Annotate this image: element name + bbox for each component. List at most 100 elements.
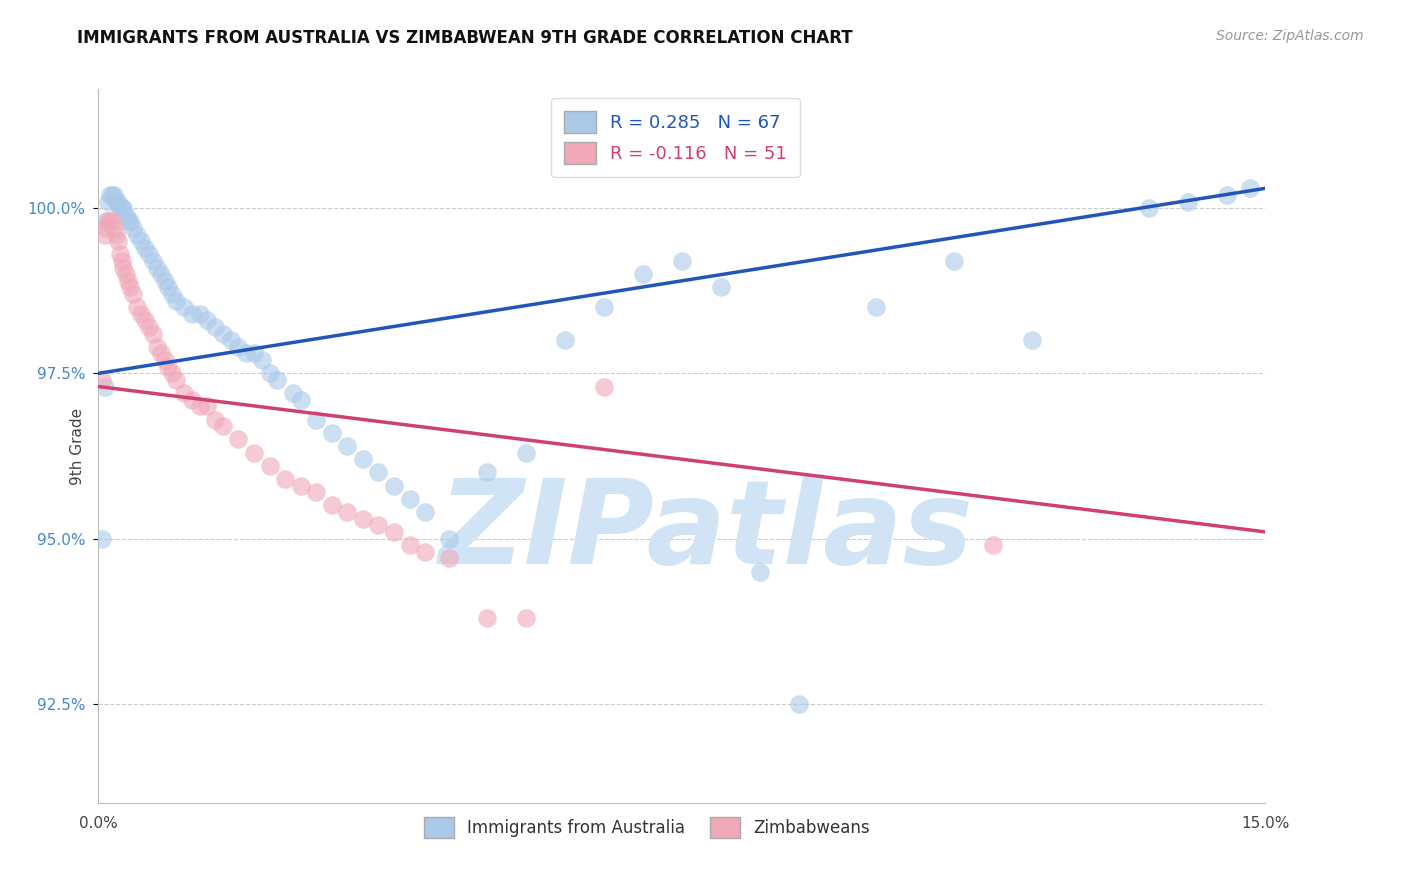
Point (593, 300, 616, 314)
Point (228, 340, 250, 354)
Point (165, 293, 187, 308)
Point (398, 538, 420, 552)
Point (1177, 194, 1199, 209)
Point (134, 241, 156, 255)
Point (157, 359, 180, 374)
Point (554, 333, 576, 347)
Point (96, 221, 118, 235)
Point (710, 280, 733, 294)
Point (290, 478, 312, 492)
Point (382, 524, 405, 539)
Point (127, 300, 149, 314)
Point (98, 188, 121, 202)
Point (146, 260, 169, 275)
Point (243, 346, 266, 360)
Point (336, 439, 359, 453)
Point (173, 300, 195, 314)
Point (212, 326, 235, 341)
Point (515, 445, 537, 459)
Point (111, 201, 134, 215)
Point (1239, 181, 1261, 195)
Point (104, 227, 127, 242)
Point (97, 194, 120, 209)
Point (195, 400, 218, 414)
Point (111, 254, 134, 268)
Point (336, 505, 359, 519)
Point (367, 518, 389, 533)
Point (195, 313, 218, 327)
Point (180, 307, 202, 321)
Point (398, 491, 420, 506)
Point (129, 234, 152, 248)
Point (180, 392, 202, 407)
Point (943, 254, 966, 268)
Point (281, 386, 304, 401)
Point (162, 287, 184, 301)
Point (204, 320, 226, 334)
Point (114, 267, 136, 281)
Point (631, 267, 654, 281)
Point (266, 373, 288, 387)
Point (173, 386, 195, 401)
Point (671, 254, 693, 268)
Point (153, 353, 176, 368)
Point (1137, 201, 1160, 215)
Point (108, 247, 131, 261)
Point (129, 307, 152, 321)
Point (149, 346, 172, 360)
Point (228, 433, 250, 447)
Point (118, 280, 141, 294)
Point (101, 214, 124, 228)
Point (1215, 188, 1237, 202)
Point (290, 392, 312, 407)
Point (101, 188, 124, 202)
Point (127, 227, 149, 242)
Point (138, 247, 160, 261)
Point (107, 234, 129, 248)
Point (1021, 333, 1043, 347)
Point (103, 188, 125, 202)
Point (250, 353, 273, 368)
Point (93, 227, 115, 242)
Y-axis label: 9th Grade: 9th Grade (69, 408, 84, 484)
Legend: Immigrants from Australia, Zimbabweans: Immigrants from Australia, Zimbabweans (418, 811, 877, 845)
Point (162, 367, 184, 381)
Point (146, 340, 169, 354)
Point (112, 201, 135, 215)
Point (219, 333, 242, 347)
Point (138, 320, 160, 334)
Point (477, 466, 499, 480)
Point (134, 313, 156, 327)
Point (787, 697, 810, 711)
Point (122, 287, 145, 301)
Point (243, 445, 266, 459)
Point (114, 208, 136, 222)
Point (981, 538, 1004, 552)
Point (865, 300, 887, 314)
Point (91, 532, 114, 546)
Point (204, 412, 226, 426)
Point (103, 221, 125, 235)
Point (352, 452, 374, 467)
Point (157, 280, 180, 294)
Point (477, 611, 499, 625)
Point (305, 412, 328, 426)
Point (437, 551, 460, 566)
Point (188, 307, 211, 321)
Point (413, 505, 436, 519)
Point (235, 346, 257, 360)
Point (153, 274, 176, 288)
Point (107, 194, 129, 209)
Text: ZIPatlas: ZIPatlas (437, 475, 973, 589)
Point (117, 214, 139, 228)
Point (91, 373, 114, 387)
Point (108, 201, 131, 215)
Point (165, 373, 187, 387)
Point (212, 419, 235, 434)
Point (117, 274, 139, 288)
Text: IMMIGRANTS FROM AUSTRALIA VS ZIMBABWEAN 9TH GRADE CORRELATION CHART: IMMIGRANTS FROM AUSTRALIA VS ZIMBABWEAN … (77, 29, 853, 46)
Point (748, 565, 770, 579)
Point (96, 214, 118, 228)
Point (274, 472, 297, 486)
Point (259, 458, 281, 473)
